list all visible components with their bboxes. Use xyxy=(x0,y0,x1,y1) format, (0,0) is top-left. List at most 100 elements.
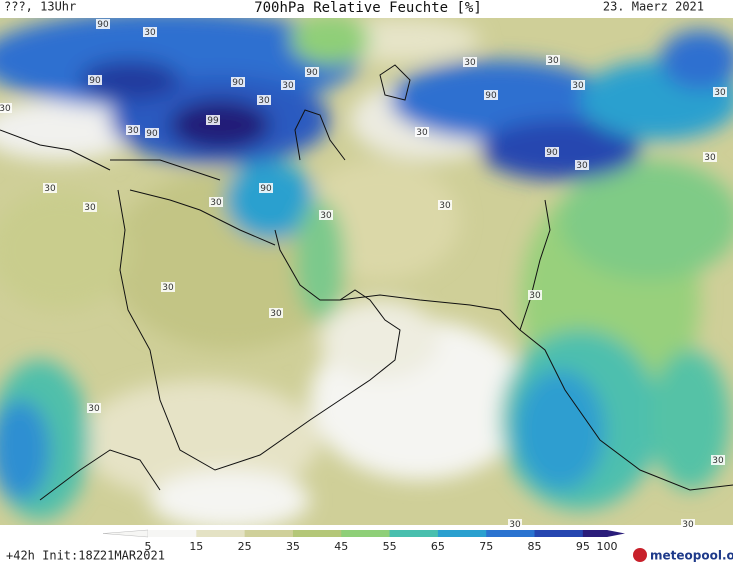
contour-label-box xyxy=(508,519,522,529)
contour-label-box xyxy=(484,90,498,100)
contour-label: 30 xyxy=(509,520,521,530)
contour-label-box xyxy=(415,127,429,137)
contour-label: 30 xyxy=(712,456,724,466)
contour-label-box xyxy=(571,80,585,90)
contour-label-box xyxy=(83,202,97,212)
contour-label: 90 xyxy=(306,68,318,78)
contour-label: 90 xyxy=(546,148,558,158)
contour-label-box xyxy=(305,67,319,77)
contour-label: 30 xyxy=(572,81,584,91)
colorbar-segment xyxy=(486,530,536,537)
contour-label: 99 xyxy=(207,116,219,126)
contour-labels: 90 30 90 90 90 30 30 99 90 30 30 90 30 30 30 30 90 30 30 30… xyxy=(0,19,727,530)
contour-label-box xyxy=(575,160,589,170)
header-date: 23. Maerz 2021 xyxy=(603,0,704,14)
contour-label: 30 xyxy=(529,291,541,301)
contour-label: 30 xyxy=(682,520,694,530)
contour-label-box xyxy=(143,27,157,37)
contour-label: 90 xyxy=(485,91,497,101)
logo-text: meteopool.org xyxy=(650,549,733,563)
colorbar-segment xyxy=(341,530,391,537)
contour-label-box xyxy=(209,197,223,207)
contour-label: 30 xyxy=(439,201,451,211)
colorbar-tick-label: 95 xyxy=(576,540,590,553)
humidity-field xyxy=(0,18,733,525)
colorbar-segment xyxy=(534,530,584,537)
contour-label: 30 xyxy=(576,161,588,171)
contour-label-box xyxy=(281,80,295,90)
contour-label-box xyxy=(681,519,695,529)
contour-label: 30 xyxy=(88,404,100,414)
contour-label: 30 xyxy=(0,104,11,114)
colorbar-segment xyxy=(148,530,197,537)
contour-label-box xyxy=(96,19,110,29)
contour-label: 30 xyxy=(464,58,476,68)
contour-label: 30 xyxy=(547,56,559,66)
map-title: 700hPa Relative Feuchte [%] xyxy=(254,0,482,16)
coastlines xyxy=(0,64,733,501)
contour-label: 90 xyxy=(89,76,101,86)
contour-label-box xyxy=(545,147,559,157)
contour-label: 30 xyxy=(162,283,174,293)
colorbar: 5 15 25 35 45 55 65 75 85 95 100 xyxy=(102,529,625,553)
colorbar-tick-label: 15 xyxy=(189,540,203,553)
contour-label-box xyxy=(711,455,725,465)
contour-label: 30 xyxy=(84,203,96,213)
logo-icon xyxy=(633,548,647,562)
footer-run: +42h Init:18Z21MAR2021 xyxy=(6,549,165,563)
colorbar-segment xyxy=(244,530,294,537)
colorbar-tick-label: 45 xyxy=(334,540,348,553)
contour-label: 30 xyxy=(44,184,56,194)
contour-label-box xyxy=(145,128,159,138)
contour-label: 30 xyxy=(714,88,726,98)
colorbar-segment xyxy=(437,530,487,537)
contour-label-box xyxy=(206,115,220,125)
colorbar-segment xyxy=(292,530,342,537)
colorbar-tick-label: 85 xyxy=(528,540,542,553)
header-left: ???, 13Uhr xyxy=(4,0,76,14)
colorbar-segment xyxy=(389,530,439,537)
contour-label-box xyxy=(257,95,271,105)
contour-label-box xyxy=(703,152,717,162)
contour-label-box xyxy=(463,57,477,67)
contour-label-box xyxy=(546,55,560,65)
contour-label-box xyxy=(126,125,140,135)
contour-label: 90 xyxy=(97,20,109,30)
contour-label: 90 xyxy=(232,78,244,88)
colorbar-arrow-right xyxy=(607,530,625,537)
contour-label-box xyxy=(713,87,727,97)
colorbar-tick-label: 35 xyxy=(286,540,300,553)
contour-label: 30 xyxy=(144,28,156,38)
contour-label: 90 xyxy=(146,129,158,139)
contour-label-box xyxy=(259,183,273,193)
contour-label-box xyxy=(88,75,102,85)
colorbar-segment xyxy=(582,530,608,537)
contour-label-box xyxy=(231,77,245,87)
contour-label-box xyxy=(87,403,101,413)
contour-label: 90 xyxy=(260,184,272,194)
contour-label: 30 xyxy=(282,81,294,91)
contour-label-box xyxy=(319,210,333,220)
contour-label: 30 xyxy=(258,96,270,106)
contour-label: 30 xyxy=(270,309,282,319)
contour-label-box xyxy=(161,282,175,292)
contour-label-box xyxy=(0,103,12,113)
colorbar-arrow-left xyxy=(102,529,149,538)
contour-label-box xyxy=(438,200,452,210)
contour-label: 30 xyxy=(704,153,716,163)
contour-label: 30 xyxy=(416,128,428,138)
colorbar-tick-label: 100 xyxy=(597,540,618,553)
contour-label: 30 xyxy=(210,198,222,208)
contour-label: 30 xyxy=(127,126,139,136)
colorbar-tick-label: 25 xyxy=(238,540,252,553)
contour-label-box xyxy=(43,183,57,193)
colorbar-tick-label: 55 xyxy=(383,540,397,553)
colorbar-tick-label: 75 xyxy=(479,540,493,553)
contour-label: 30 xyxy=(320,211,332,221)
contour-label-box xyxy=(528,290,542,300)
colorbar-tick-label: 65 xyxy=(431,540,445,553)
contour-label-box xyxy=(269,308,283,318)
colorbar-segment xyxy=(196,530,246,537)
